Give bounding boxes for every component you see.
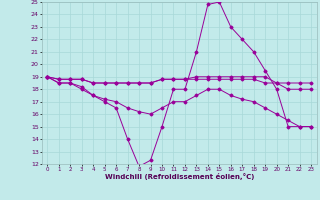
- X-axis label: Windchill (Refroidissement éolien,°C): Windchill (Refroidissement éolien,°C): [105, 173, 254, 180]
